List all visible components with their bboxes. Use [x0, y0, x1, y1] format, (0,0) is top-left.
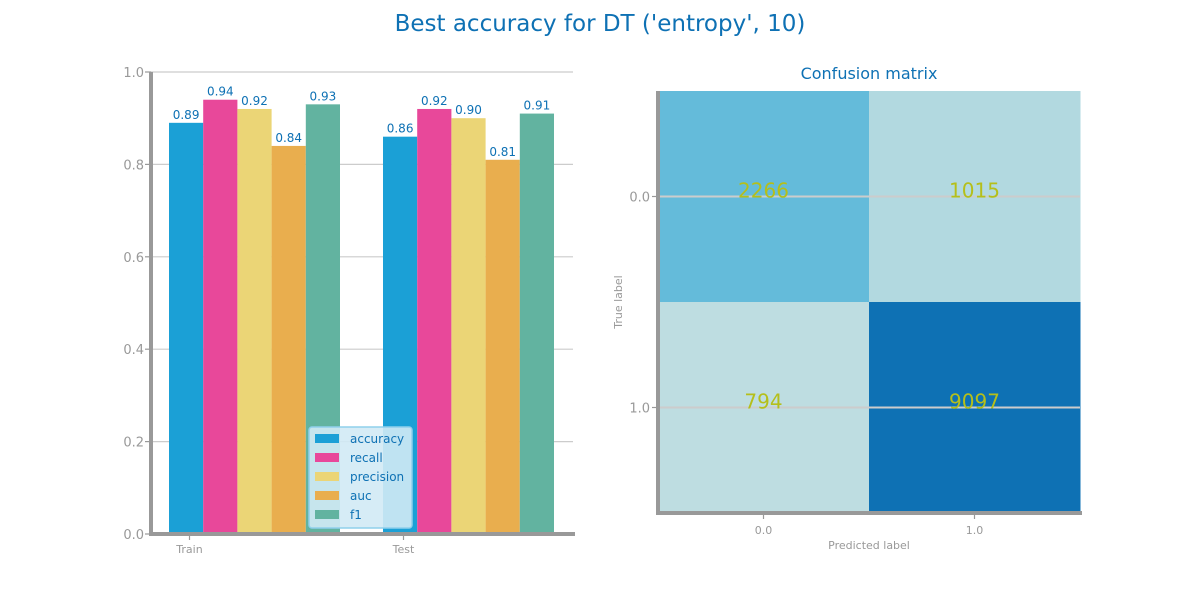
- x-tick-label: Train: [175, 543, 202, 556]
- y-tick-label: 1.0: [123, 66, 144, 81]
- x-tick-label: Test: [392, 543, 415, 556]
- cm-y-axis-label: True label: [612, 275, 625, 329]
- bar-value-label: 0.84: [275, 131, 302, 145]
- bar-auc-test: [485, 159, 520, 534]
- cm-cell-value: 794: [744, 390, 782, 414]
- bar-value-label: 0.89: [173, 108, 200, 122]
- bar-auc-train: [271, 145, 306, 535]
- cm-cell-value: 1015: [949, 179, 1000, 203]
- bar-value-label: 0.94: [207, 85, 234, 99]
- cm-title: Confusion matrix: [801, 64, 938, 83]
- legend-swatch-recall: [315, 453, 339, 462]
- legend-label-precision: precision: [350, 470, 404, 484]
- figure-title: Best accuracy for DT ('entropy', 10): [395, 11, 806, 37]
- cm-x-axis-label: Predicted label: [828, 539, 910, 552]
- legend-label-auc: auc: [350, 489, 372, 503]
- y-tick-label: 0.2: [123, 436, 144, 451]
- bar-recall-train: [203, 99, 238, 534]
- legend-swatch-accuracy: [315, 434, 339, 443]
- y-tick-label: 0.8: [123, 158, 144, 173]
- legend-label-f1: f1: [350, 508, 362, 522]
- legend: accuracy recall precision auc f1: [308, 426, 413, 529]
- legend-box: [308, 426, 413, 529]
- legend-swatch-f1: [315, 510, 339, 519]
- confusion-matrix-chart: Confusion matrix 2266 1015 794 9097 0.0 1.0 0.0…: [612, 64, 1082, 552]
- bar-value-label: 0.92: [241, 94, 268, 108]
- cm-x-tick-label: 0.0: [755, 524, 773, 537]
- bar-value-label: 0.90: [455, 103, 482, 117]
- y-tick-label: 0.6: [123, 251, 144, 266]
- bar-value-label: 0.93: [310, 89, 337, 103]
- bar-f1-test: [519, 113, 554, 534]
- bar-value-label: 0.92: [421, 94, 448, 108]
- cm-y-tick-label: 0.0: [629, 191, 650, 206]
- cm-cell-value: 9097: [949, 390, 1000, 414]
- bar-value-label: 0.86: [387, 122, 414, 136]
- cm-y-tick-label: 1.0: [629, 402, 650, 417]
- bar-value-label: 0.81: [489, 145, 516, 159]
- legend-swatch-precision: [315, 472, 339, 481]
- legend-swatch-auc: [315, 491, 339, 500]
- bar-chart: 0.0 0.2 0.4 0.6 0.8 1.0 0.89 0.94 0.92 0.84 0.93 Tr…: [123, 66, 575, 556]
- legend-label-accuracy: accuracy: [350, 432, 404, 446]
- bar-accuracy-train: [169, 122, 204, 534]
- bar-precision-test: [451, 118, 486, 534]
- legend-label-recall: recall: [350, 451, 383, 465]
- y-tick-label: 0.0: [123, 528, 144, 543]
- y-tick-label: 0.4: [123, 343, 144, 358]
- cm-x-tick-label: 1.0: [966, 524, 984, 537]
- bar-precision-train: [237, 108, 272, 535]
- bar-recall-test: [417, 108, 452, 535]
- bar-value-label: 0.91: [524, 99, 551, 113]
- cm-cell-value: 2266: [738, 179, 789, 203]
